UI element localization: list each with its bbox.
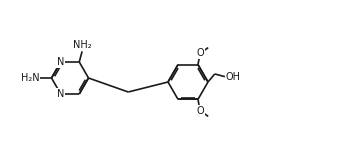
Text: O: O: [196, 48, 204, 58]
Text: OH: OH: [226, 72, 241, 82]
Text: N: N: [57, 57, 64, 67]
Text: N: N: [57, 89, 64, 99]
Text: H₂N: H₂N: [21, 73, 39, 83]
Text: NH₂: NH₂: [73, 40, 92, 50]
Text: O: O: [196, 106, 204, 116]
